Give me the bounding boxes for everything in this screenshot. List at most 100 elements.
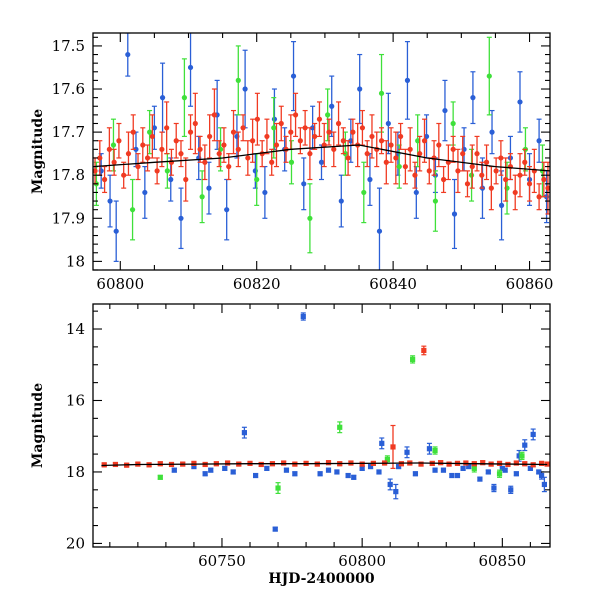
data-point (393, 483, 399, 500)
data-point (121, 161, 127, 189)
x-tick-label: 60840 (369, 275, 417, 293)
data-point (498, 170, 505, 241)
x-tick-label: 60820 (233, 275, 281, 293)
bottom-panel: 60750 60800 60850 14 16 18 20 Magnitude HJD-2400… (30, 303, 551, 587)
data-point (519, 451, 525, 461)
data-point (300, 312, 306, 321)
data-point (144, 144, 151, 172)
data-point (264, 118, 270, 155)
data-point (526, 165, 533, 202)
data-point (402, 148, 408, 185)
data-point (508, 485, 514, 494)
data-point (302, 109, 308, 146)
data-point (178, 140, 184, 168)
data-point (454, 472, 461, 479)
data-point (187, 33, 194, 107)
data-point (254, 92, 260, 146)
data-point (192, 92, 198, 155)
data-point (432, 467, 438, 473)
data-point (489, 109, 495, 155)
data-point (369, 114, 375, 159)
y-tick-label: 17.6 (52, 80, 85, 98)
data-point (125, 131, 132, 176)
data-point (421, 118, 428, 163)
data-point (398, 122, 404, 150)
data-point (432, 446, 438, 455)
data-point (140, 127, 146, 163)
data-point (106, 127, 112, 172)
data-point (410, 355, 416, 364)
y-tick-label: 17.9 (52, 209, 85, 227)
data-point (480, 460, 486, 466)
data-point (191, 460, 197, 466)
data-point (168, 157, 174, 202)
data-point (493, 157, 499, 185)
plot-area (101, 312, 550, 532)
data-point (164, 101, 170, 155)
y-tick-label: 17.5 (52, 37, 85, 55)
data-point (385, 92, 391, 155)
data-point (536, 118, 542, 163)
x-tick-label: 60860 (506, 275, 554, 293)
data-point (536, 469, 542, 475)
data-point (455, 148, 461, 194)
data-point (329, 75, 335, 138)
data-point (235, 45, 241, 116)
series-0 (171, 312, 547, 532)
plot-area (93, 33, 550, 270)
trend-line (93, 144, 550, 172)
data-point (407, 127, 413, 172)
y-tick-label: 14 (66, 320, 85, 338)
data-point (503, 157, 509, 202)
data-point (451, 178, 458, 250)
data-point (142, 165, 148, 219)
data-point (157, 474, 163, 480)
data-point (116, 122, 122, 159)
data-point (383, 140, 389, 185)
data-point (221, 127, 227, 163)
data-point (216, 140, 222, 168)
data-point (396, 463, 402, 470)
data-point (111, 148, 117, 176)
data-point (281, 460, 287, 466)
data-point (338, 174, 344, 228)
data-point (214, 79, 220, 150)
data-point (312, 122, 318, 150)
data-point (173, 122, 179, 159)
data-point (477, 476, 483, 482)
data-point (222, 465, 228, 471)
data-point (513, 460, 519, 466)
data-point (226, 153, 232, 181)
data-point (307, 127, 313, 181)
data-point (202, 144, 208, 181)
trend-line (101, 462, 548, 467)
data-point (264, 465, 270, 471)
data-point (273, 122, 280, 168)
data-point (272, 526, 278, 532)
data-point (464, 170, 471, 198)
data-point (351, 474, 357, 480)
data-point (446, 461, 452, 467)
data-point (479, 161, 485, 189)
data-point (262, 165, 268, 219)
data-point (359, 461, 365, 467)
x-tick-label: 60800 (96, 275, 144, 293)
data-point (469, 144, 475, 189)
data-point (224, 460, 231, 466)
series-2 (101, 345, 550, 469)
data-point (376, 469, 382, 475)
top-panel: 60800 60820 60840 60860 17.5 17.6 17.7 17.8 17.9… (30, 32, 554, 293)
data-point (207, 114, 213, 159)
data-point (359, 109, 366, 146)
data-point (230, 109, 237, 155)
x-tick-label: 60800 (338, 552, 386, 570)
plot-frame (92, 32, 551, 271)
data-point (522, 148, 528, 176)
data-point (271, 97, 277, 159)
data-point (135, 153, 141, 181)
data-point (387, 478, 393, 491)
data-point (318, 144, 325, 181)
data-point (432, 170, 439, 232)
data-point (211, 88, 218, 142)
